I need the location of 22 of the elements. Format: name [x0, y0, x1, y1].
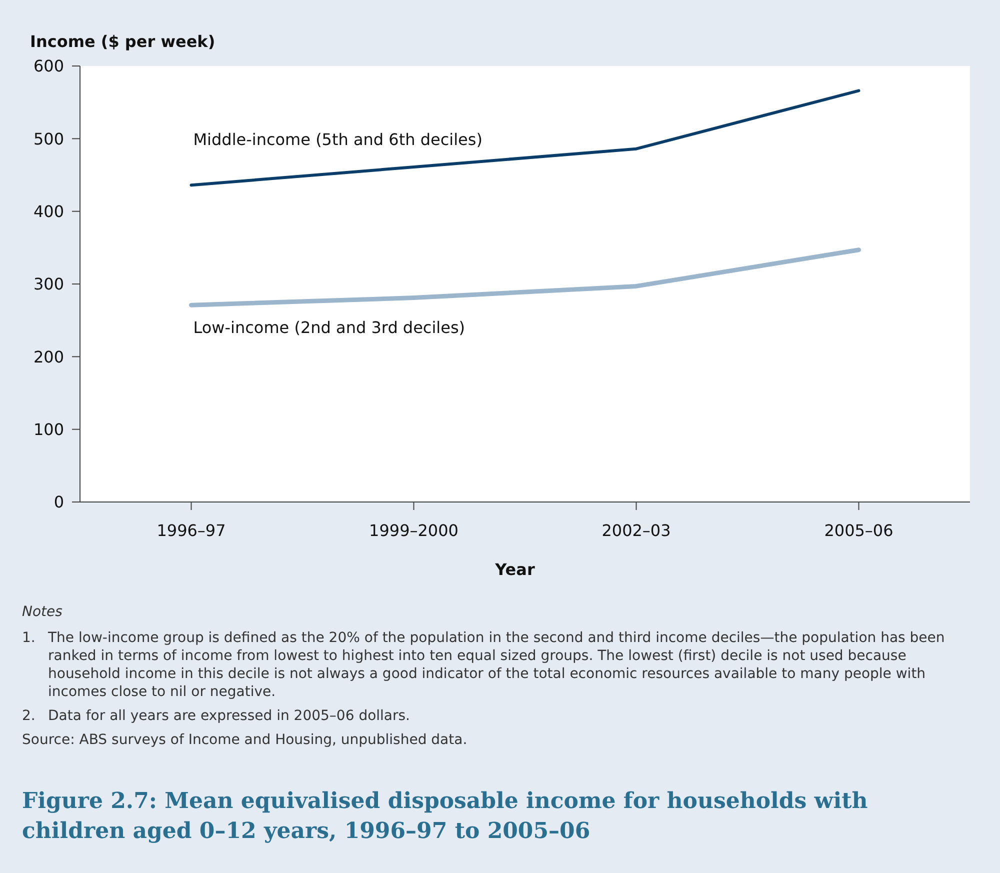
line-series — [189, 248, 861, 308]
series-label: Low-income (2nd and 3rd deciles) — [193, 318, 466, 338]
y-tick-label: 500 — [33, 129, 64, 148]
y-tick-label: 300 — [33, 274, 64, 294]
x-tick-label: 2005–06 — [824, 521, 894, 540]
series-label: Middle-income (5th and 6th deciles) — [193, 130, 482, 150]
y-tick-label: 200 — [33, 347, 64, 366]
source-note: Source: ABS surveys of Income and Housing, unpublished data. — [22, 732, 468, 748]
x-tick-label: 2002–03 — [602, 521, 671, 540]
text: Notes — [22, 604, 62, 620]
x-tick-label: 1999–2000 — [369, 521, 458, 540]
y-tick-label: 600 — [33, 56, 64, 76]
text: 2. Data for all years are expressed in 2005–06 dollars. — [22, 708, 410, 724]
y-tick-label: 0 — [54, 492, 64, 512]
y-axis-title: Income ($ per week) — [30, 32, 216, 51]
x-axis-title: Year — [494, 560, 535, 579]
y-tick-label: 400 — [33, 202, 64, 221]
line-series — [190, 89, 860, 187]
text: Figure 2.7: Mean equivalised disposable income for households with children aged 0–12 years, 1996–97 to 2005–06 — [22, 788, 868, 844]
y-tick-label: 100 — [33, 420, 64, 439]
x-tick-label: 1996–97 — [156, 521, 226, 540]
text: 1. The low-income group is defined as the 20% of the population in the second and third income deciles—the population has been ranked in terms of income from lowest to highest into ten equal sized groups. The lowest (first) decile is not used because household income in this decile is not always a good indicator of the total economic resources available to many people with incomes close to nil or negative. — [22, 630, 945, 700]
